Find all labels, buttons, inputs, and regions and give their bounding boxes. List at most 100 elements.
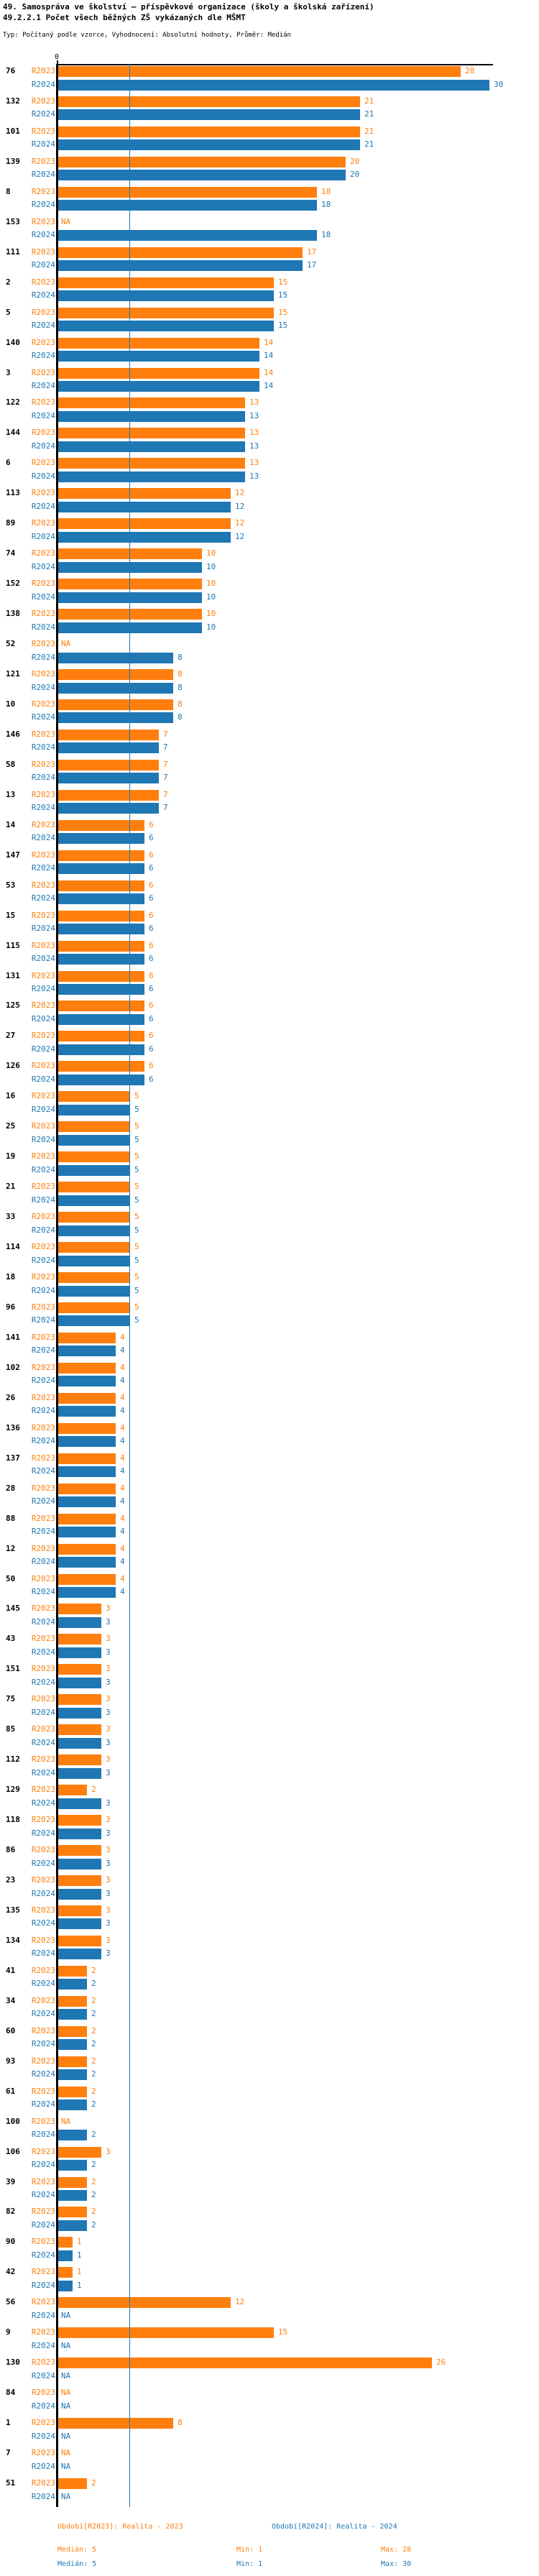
bar-row-r2024: R2024 18 — [0, 199, 539, 211]
series-row-label: R2024 — [31, 351, 55, 360]
series-row-label: R2023 — [31, 548, 55, 558]
value-label: 13 — [249, 397, 259, 407]
bar-row-r2024: R2024 2 — [0, 2220, 539, 2231]
legend-period-2023: Období[R2023]: Realita - 2023 — [57, 2523, 183, 2531]
value-label: 13 — [249, 472, 259, 481]
bar-r2023 — [58, 2297, 231, 2308]
series-row-label: R2024 — [31, 2250, 55, 2260]
bar-row-r2024: R2024 NA — [0, 2491, 539, 2503]
category-label: 21 — [6, 1182, 16, 1191]
value-label: 3 — [106, 1798, 111, 1808]
value-label: 4 — [120, 1484, 125, 1493]
bar-r2024 — [58, 1044, 144, 1055]
category-label: 75 — [6, 1694, 16, 1703]
category-label: 147 — [6, 850, 20, 860]
bar-row-r2023: R2023 5 — [0, 1211, 539, 1223]
value-label: 8 — [178, 699, 183, 709]
value-label: 3 — [106, 1678, 111, 1687]
bar-row-r2023: R2023 3 — [0, 1844, 539, 1856]
category-label: 23 — [6, 1875, 16, 1885]
bar-r2024 — [58, 1587, 116, 1598]
value-label: 8 — [178, 653, 183, 662]
bar-r2024 — [58, 1286, 130, 1297]
bar-r2024 — [58, 1315, 130, 1326]
value-label: 6 — [149, 820, 154, 829]
value-label: 10 — [206, 592, 216, 602]
value-label: 3 — [106, 1664, 111, 1673]
series-row-label: R2023 — [31, 1242, 55, 1251]
bar-r2023 — [58, 458, 245, 469]
category-label: 26 — [6, 1393, 16, 1402]
value-label: 6 — [149, 954, 154, 963]
value-label: 6 — [149, 984, 154, 993]
category-label: 153 — [6, 217, 20, 226]
bar-r2024 — [58, 742, 159, 753]
bar-row-r2023: R2023 2 — [0, 2206, 539, 2217]
series-row-label: R2024 — [31, 562, 55, 571]
value-label: 4 — [120, 1423, 125, 1432]
value-label: 3 — [106, 1604, 111, 1613]
series-row-label: R2023 — [31, 1000, 55, 1010]
bar-row-r2023: R2023 8 — [0, 699, 539, 710]
series-row-label: R2023 — [31, 2177, 55, 2186]
bar-r2024 — [58, 1135, 130, 1146]
bar-r2024 — [58, 1738, 101, 1749]
bar-r2024 — [58, 532, 231, 543]
category-label: 2 — [6, 277, 11, 287]
category-label: 28 — [6, 1484, 16, 1493]
bar-r2023 — [58, 1363, 116, 1374]
series-row-label: R2024 — [31, 1135, 55, 1144]
bar-r2024 — [58, 230, 317, 241]
value-label: 10 — [206, 548, 216, 558]
bar-row-r2024: R2024 8 — [0, 682, 539, 694]
value-label: 13 — [249, 411, 259, 420]
bar-r2024 — [58, 1165, 130, 1176]
bar-row-r2024: R2024 4 — [0, 1556, 539, 1568]
series-row-label: R2024 — [31, 1647, 55, 1657]
bar-row-r2024: R2024 13 — [0, 471, 539, 482]
bar-r2023 — [58, 126, 360, 137]
value-label: 7 — [163, 790, 168, 799]
value-label: 3 — [106, 1828, 111, 1838]
bar-row-r2023: R2023 4 — [0, 1362, 539, 1374]
series-row-label: R2024 — [31, 2190, 55, 2199]
na-label: NA — [61, 2432, 71, 2441]
category-label: 132 — [6, 96, 20, 106]
category-label: 51 — [6, 2478, 16, 2488]
value-label: 6 — [149, 893, 154, 903]
value-label: 5 — [134, 1195, 139, 1205]
value-label: 2 — [91, 1785, 96, 1794]
bar-row-r2023: R2023 14 — [0, 337, 539, 349]
series-row-label: R2023 — [31, 2267, 55, 2276]
bar-r2023 — [58, 1484, 116, 1494]
bar-row-r2024: R2024 5 — [0, 1104, 539, 1116]
bar-row-r2024: R2024 3 — [0, 1948, 539, 1959]
value-label: 6 — [149, 880, 154, 890]
bar-r2024 — [58, 2069, 87, 2080]
bar-row-r2024: R2024 4 — [0, 1375, 539, 1386]
bar-row-r2024: R2024 3 — [0, 1767, 539, 1779]
series-row-label: R2023 — [31, 126, 55, 136]
bar-row-r2024: R2024 6 — [0, 983, 539, 995]
series-row-label: R2023 — [31, 1574, 55, 1583]
value-label: 2 — [91, 2069, 96, 2079]
series-row-label: R2023 — [31, 1966, 55, 1975]
bar-row-r2023: R2023 1 — [0, 2266, 539, 2278]
bar-r2023 — [58, 1634, 101, 1644]
bar-row-r2023: R2023 6 — [0, 970, 539, 982]
bar-row-r2023: R2023 13 — [0, 457, 539, 469]
bar-row-r2023: R2023 3 — [0, 1633, 539, 1644]
bar-row-r2024: R2024 NA — [0, 2340, 539, 2352]
value-label: 8 — [178, 712, 183, 722]
value-label: 5 — [134, 1225, 139, 1235]
bar-row-r2023: R2023 4 — [0, 1453, 539, 1464]
series-row-label: R2024 — [31, 260, 55, 270]
value-label: 21 — [364, 96, 374, 106]
bar-r2023 — [58, 760, 159, 770]
bar-r2024 — [58, 2039, 87, 2050]
bar-r2023 — [58, 1514, 116, 1524]
value-label: 3 — [106, 1724, 111, 1734]
category-label: 131 — [6, 971, 20, 980]
series-row-label: R2024 — [31, 2432, 55, 2441]
na-label: NA — [61, 2117, 71, 2126]
